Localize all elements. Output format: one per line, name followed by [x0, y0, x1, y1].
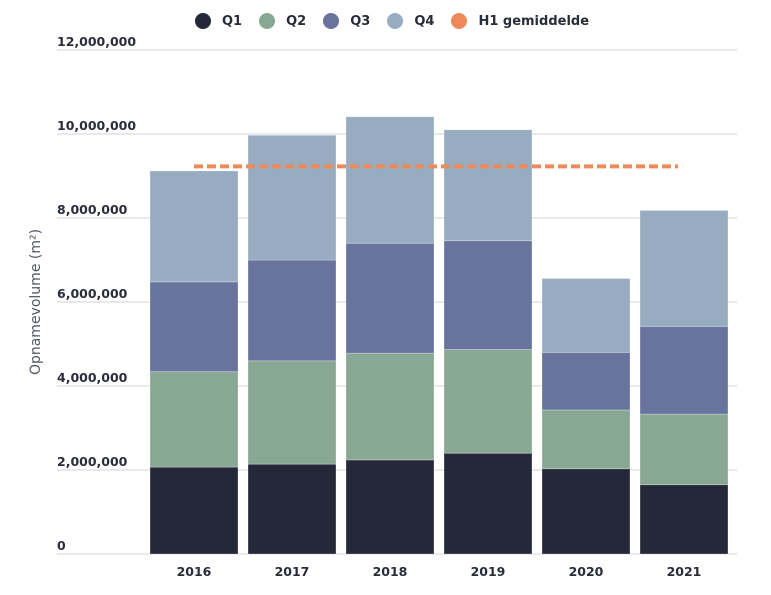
y-axis-title: Opnamevolume (m²) [28, 229, 44, 375]
bar-segment-q4-2018 [345, 116, 435, 244]
bar-segment-q3-2021 [639, 325, 729, 415]
bar-segment-q1-2020 [541, 468, 631, 555]
y-tick-label: 8,000,000 [57, 202, 128, 217]
bar-stack-2016 [149, 170, 239, 555]
x-axis-tick-labels: 2016 2017 2018 2019 2020 2021 [177, 564, 702, 579]
bar-segment-q1-2016 [149, 466, 239, 555]
bar-stack-2021 [639, 210, 729, 555]
y-tick-label: 4,000,000 [57, 370, 128, 385]
x-tick-label: 2020 [569, 564, 604, 579]
bar-segment-q2-2018 [345, 352, 435, 461]
bar-segment-q2-2016 [149, 371, 239, 468]
bar-segment-q3-2020 [541, 351, 631, 411]
bar-segment-q4-2020 [541, 278, 631, 353]
bar-segment-q1-2017 [247, 463, 337, 555]
legend-label-q1: Q1 [222, 13, 243, 29]
bar-segment-q3-2016 [149, 281, 239, 373]
legend-item-q2[interactable]: Q2 [259, 13, 306, 29]
bar-segment-q3-2018 [345, 242, 435, 354]
bar-segment-q2-2020 [541, 409, 631, 470]
bar-segment-q3-2019 [443, 240, 533, 350]
bar-stack-2020 [541, 278, 631, 555]
bar-segment-q4-2021 [639, 210, 729, 327]
y-tick-label: 0 [57, 538, 66, 553]
x-tick-label: 2017 [275, 564, 310, 579]
legend-label-q3: Q3 [350, 13, 371, 29]
bar-segment-q2-2021 [639, 413, 729, 486]
legend-item-q3[interactable]: Q3 [323, 13, 370, 29]
bar-stack-2017 [247, 134, 337, 555]
bar-segment-q4-2016 [149, 170, 239, 283]
bar-stack-2019 [443, 129, 533, 555]
bars [149, 116, 729, 555]
bar-segment-q4-2019 [443, 129, 533, 242]
legend-label-q2: Q2 [286, 13, 307, 29]
y-tick-label: 12,000,000 [57, 34, 136, 49]
bar-segment-q2-2019 [443, 349, 533, 454]
legend: Q1 Q2 Q3 Q4 H1 gemiddelde [195, 10, 606, 32]
legend-label-q4: Q4 [414, 13, 435, 29]
y-tick-label: 6,000,000 [57, 286, 128, 301]
x-tick-label: 2018 [373, 564, 408, 579]
bar-segment-q1-2021 [639, 484, 729, 555]
legend-swatch-q1 [195, 13, 211, 29]
legend-item-q1[interactable]: Q1 [195, 13, 242, 29]
x-tick-label: 2021 [667, 564, 702, 579]
legend-label-h1-gemiddelde: H1 gemiddelde [478, 13, 590, 29]
x-tick-label: 2019 [471, 564, 506, 579]
legend-swatch-q3 [323, 13, 340, 29]
bar-segment-q1-2019 [443, 452, 533, 555]
legend-swatch-h1-gemiddelde [451, 13, 468, 29]
legend-swatch-q2 [259, 13, 276, 29]
bar-segment-q3-2017 [247, 259, 337, 362]
bar-segment-q1-2018 [345, 459, 435, 555]
bar-stack-2018 [345, 116, 435, 555]
bar-segment-q2-2017 [247, 360, 337, 465]
y-axis-tick-labels: 0 2,000,000 4,000,000 6,000,000 8,000,000 10,… [57, 34, 136, 553]
y-tick-label: 10,000,000 [57, 118, 136, 133]
y-tick-label: 2,000,000 [57, 454, 128, 469]
legend-item-h1-gemiddelde[interactable]: H1 gemiddelde [451, 13, 589, 29]
x-tick-label: 2016 [177, 564, 212, 579]
legend-swatch-q4 [387, 13, 404, 29]
bar-segment-q4-2017 [247, 134, 337, 261]
legend-item-q4[interactable]: Q4 [387, 13, 434, 29]
